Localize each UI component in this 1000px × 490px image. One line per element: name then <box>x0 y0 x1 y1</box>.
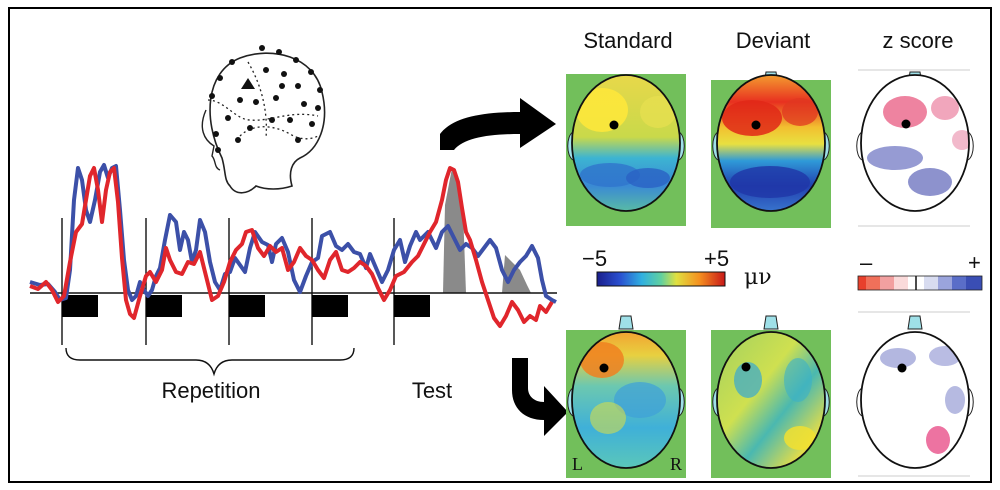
voltage-colorbar: −5 +5 μν <box>582 246 772 290</box>
header-deviant: Deviant <box>736 28 811 53</box>
figure-frame <box>8 7 992 483</box>
erp-waveform-panel <box>29 163 557 377</box>
label-test: Test <box>412 378 452 403</box>
red-trace <box>29 166 554 328</box>
onset-markers <box>61 218 395 345</box>
repetition-brace <box>65 347 355 377</box>
label-left: L <box>572 454 583 474</box>
zscore-separators <box>858 69 970 477</box>
scale-unit-label: μν <box>744 265 772 290</box>
nose-marker-icon <box>618 315 634 330</box>
topomap-standard-test <box>566 74 686 226</box>
topomap-deviant-repetition <box>711 315 831 478</box>
header-standard: Standard <box>583 28 672 53</box>
test-shade-late <box>502 255 531 293</box>
scale-min-label: −5 <box>582 246 607 271</box>
label-repetition: Repetition <box>161 378 260 403</box>
stimulus-blocks <box>62 295 430 317</box>
zscore-colorbar: – + <box>857 250 983 291</box>
nose-marker-icon <box>763 315 779 330</box>
topomap-deviant-test <box>711 71 831 228</box>
curved-arrow-icon-down <box>512 358 568 436</box>
topomap-zscore-test <box>856 71 974 212</box>
nose-marker-icon <box>907 315 923 330</box>
header-zscore: z score <box>883 28 954 53</box>
scale-max-label: +5 <box>704 246 729 271</box>
curved-arrow-icon <box>440 98 556 150</box>
z-plus-label: + <box>968 250 981 275</box>
z-minus-label: – <box>860 250 873 275</box>
topomap-standard-repetition: L R <box>566 315 686 478</box>
label-right: R <box>670 454 682 474</box>
infant-head-electrode-icon <box>201 45 326 194</box>
topomap-zscore-repetition <box>856 315 974 469</box>
